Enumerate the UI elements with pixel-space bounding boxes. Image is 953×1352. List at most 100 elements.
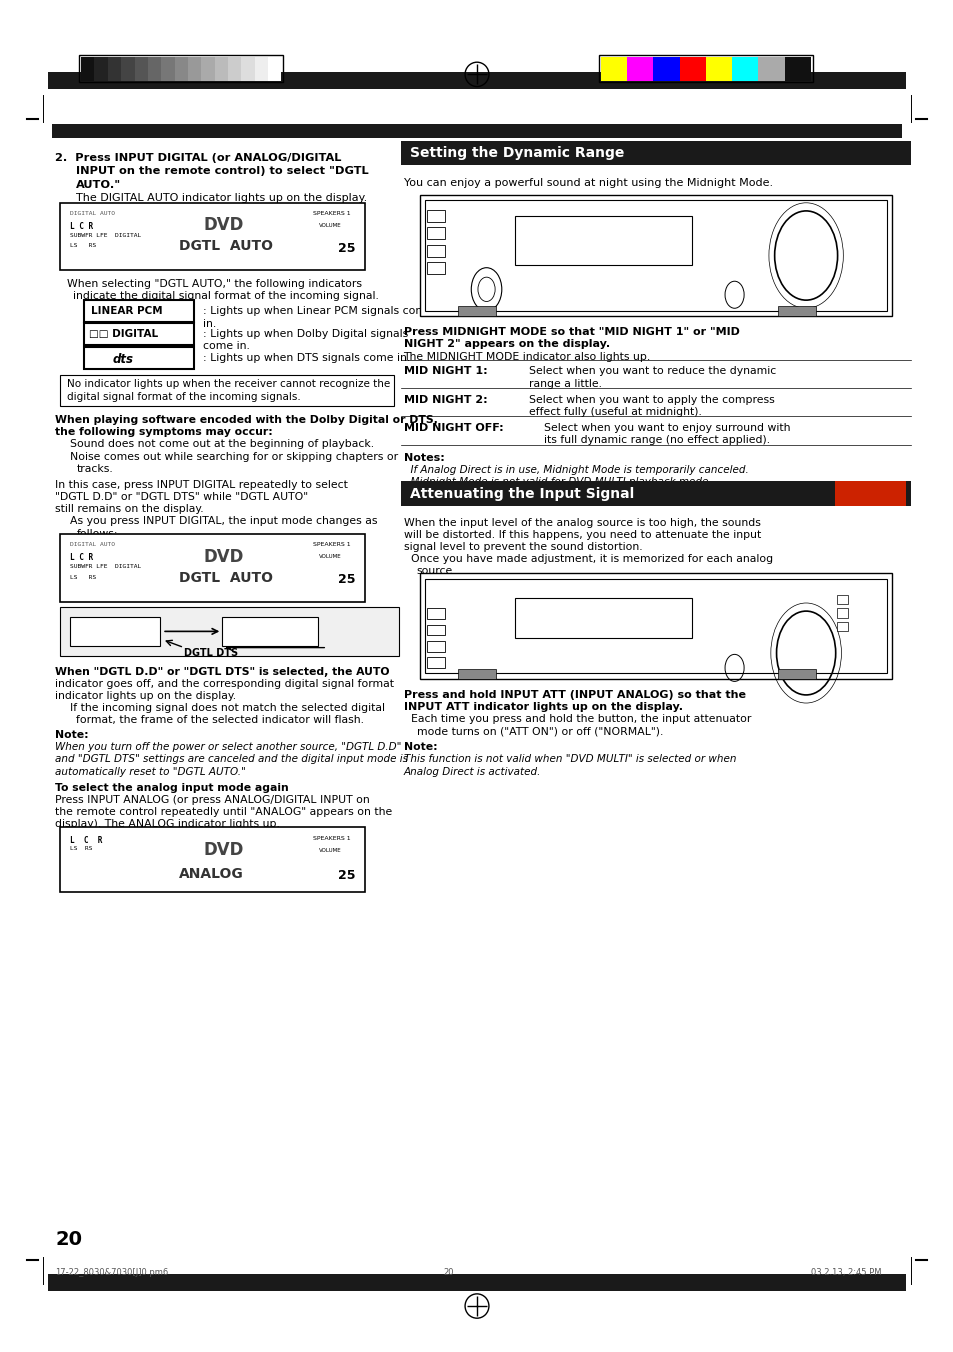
Text: 25: 25 — [338, 573, 355, 587]
Bar — [427, 608, 444, 619]
Bar — [419, 195, 891, 316]
Text: Setting the Dynamic Range: Setting the Dynamic Range — [410, 146, 624, 160]
Text: its full dynamic range (no effect applied).: its full dynamic range (no effect applie… — [543, 435, 769, 445]
Bar — [515, 216, 691, 265]
Bar — [400, 141, 910, 165]
Text: DGTL AUTO: DGTL AUTO — [72, 623, 134, 633]
Text: the remote control repeatedly until "ANALOG" appears on the: the remote control repeatedly until "ANA… — [55, 807, 393, 817]
Text: digital signal format of the incoming signals.: digital signal format of the incoming si… — [67, 392, 300, 402]
Text: DVD: DVD — [203, 548, 243, 565]
Text: NIGHT 2" appears on the display.: NIGHT 2" appears on the display. — [403, 339, 609, 349]
Bar — [60, 534, 365, 602]
Bar — [427, 262, 444, 274]
Text: Press MIDNIGHT MODE so that "MID NIGHT 1" or "MID: Press MIDNIGHT MODE so that "MID NIGHT 1… — [403, 327, 739, 337]
Text: 20: 20 — [55, 1230, 82, 1249]
Text: 03.2.13, 2:45 PM: 03.2.13, 2:45 PM — [810, 1268, 881, 1278]
Bar — [254, 57, 268, 81]
Text: DGTL DTS: DGTL DTS — [184, 648, 238, 657]
Text: Select when you want to reduce the dynamic: Select when you want to reduce the dynam… — [529, 366, 776, 376]
Text: VOLUME: VOLUME — [318, 554, 341, 560]
Bar — [515, 598, 691, 638]
Text: INPUT
ATT: INPUT ATT — [841, 487, 865, 500]
Text: L C R: L C R — [70, 553, 92, 562]
Text: automatically reset to "DGTL AUTO.": automatically reset to "DGTL AUTO." — [55, 767, 246, 776]
Bar — [84, 300, 193, 322]
Bar — [148, 57, 161, 81]
Text: : Lights up when Linear PCM signals come: : Lights up when Linear PCM signals come — [203, 306, 433, 315]
Text: DVD: DVD — [203, 216, 243, 234]
Bar — [134, 57, 148, 81]
Text: tracks.: tracks. — [76, 464, 113, 473]
Text: 25: 25 — [338, 869, 355, 883]
Text: AUTO.": AUTO." — [76, 180, 121, 189]
Text: : Lights up when DTS signals come in.: : Lights up when DTS signals come in. — [203, 353, 410, 362]
Text: SUBWFR LFE  DIGITAL: SUBWFR LFE DIGITAL — [70, 564, 141, 569]
Bar — [836, 608, 847, 618]
Text: DGTL  AUTO: DGTL AUTO — [179, 239, 274, 253]
Bar — [457, 669, 496, 679]
Bar — [222, 617, 317, 646]
Text: When "DGTL D.D" or "DGTL DTS" is selected, the AUTO: When "DGTL D.D" or "DGTL DTS" is selecte… — [55, 667, 390, 676]
Bar — [52, 124, 901, 138]
Text: Noise comes out while searching for or skipping chapters or: Noise comes out while searching for or s… — [63, 452, 397, 461]
Bar — [268, 57, 281, 81]
Text: □□ DIGITAL: □□ DIGITAL — [89, 329, 157, 338]
Text: DGTL D.D: DGTL D.D — [225, 623, 277, 633]
Text: If the incoming signal does not match the selected digital: If the incoming signal does not match th… — [63, 703, 385, 713]
Bar — [79, 55, 283, 82]
Text: JVC: JVC — [429, 587, 442, 592]
Text: Notes:: Notes: — [403, 453, 444, 462]
Text: LS   RS: LS RS — [70, 243, 96, 249]
Bar — [777, 669, 815, 679]
Bar — [214, 57, 228, 81]
Bar — [836, 595, 847, 604]
Text: Once you have made adjustment, it is memorized for each analog: Once you have made adjustment, it is mem… — [403, 554, 772, 564]
Text: L  C  R: L C R — [70, 836, 102, 845]
Text: : Lights up when Dolby Digital signals: : Lights up when Dolby Digital signals — [203, 329, 408, 338]
Bar — [48, 1274, 905, 1291]
Text: DIGITAL AUTO: DIGITAL AUTO — [70, 211, 114, 216]
Text: Note:: Note: — [403, 742, 436, 752]
Text: display). The ANALOG indicator lights up.: display). The ANALOG indicator lights up… — [55, 819, 280, 829]
Bar — [427, 227, 444, 239]
Text: ANALOG: ANALOG — [179, 867, 244, 880]
Bar — [705, 57, 732, 81]
Bar — [84, 347, 193, 369]
Text: L C R: L C R — [70, 222, 92, 231]
Bar — [783, 57, 810, 81]
Bar — [60, 203, 365, 270]
Text: 20: 20 — [442, 1268, 454, 1278]
Bar — [427, 245, 444, 257]
Bar — [60, 607, 398, 656]
Text: INPUT ATT indicator lights up on the display.: INPUT ATT indicator lights up on the dis… — [403, 702, 681, 711]
Bar — [419, 573, 891, 679]
Text: come in.: come in. — [203, 341, 250, 350]
Text: LS  RS: LS RS — [70, 846, 92, 852]
Bar — [777, 306, 815, 316]
Bar — [653, 57, 679, 81]
Text: You can enjoy a powerful sound at night using the Midnight Mode.: You can enjoy a powerful sound at night … — [403, 178, 772, 188]
Text: LINEAR PCM: LINEAR PCM — [91, 306, 162, 315]
Bar — [679, 57, 705, 81]
Bar — [424, 200, 886, 311]
Text: indicate the digital signal format of the incoming signal.: indicate the digital signal format of th… — [72, 291, 378, 300]
Bar — [457, 306, 496, 316]
Bar — [174, 57, 188, 81]
Bar — [427, 657, 444, 668]
Text: VOLUME: VOLUME — [318, 223, 341, 228]
Text: SUBWFR LFE  DIGITAL: SUBWFR LFE DIGITAL — [70, 233, 141, 238]
Bar — [228, 57, 241, 81]
Text: format, the frame of the selected indicator will flash.: format, the frame of the selected indica… — [76, 715, 364, 725]
Text: When you turn off the power or select another source, "DGTL D.D": When you turn off the power or select an… — [55, 742, 401, 752]
Text: INPUT on the remote control) to select "DGTL: INPUT on the remote control) to select "… — [76, 166, 369, 176]
Bar — [108, 57, 121, 81]
Text: the following symptoms may occur:: the following symptoms may occur: — [55, 427, 273, 437]
Bar — [121, 57, 134, 81]
Bar — [427, 625, 444, 635]
Text: in.: in. — [203, 319, 216, 329]
Text: Midnight Mode is not valid for DVD MULTI playback mode.: Midnight Mode is not valid for DVD MULTI… — [403, 477, 710, 487]
Text: When the input level of the analog source is too high, the sounds: When the input level of the analog sourc… — [403, 518, 760, 527]
Text: effect fully (useful at midnight).: effect fully (useful at midnight). — [529, 407, 701, 416]
Bar — [241, 57, 254, 81]
Bar — [60, 375, 394, 406]
